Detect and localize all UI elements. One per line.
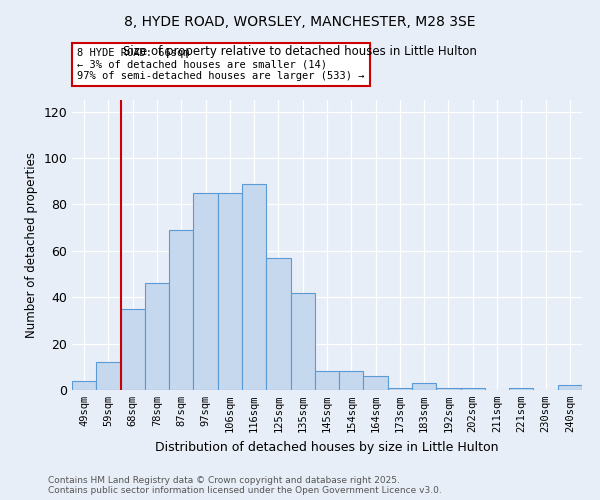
Bar xyxy=(169,230,193,390)
Bar xyxy=(242,184,266,390)
Bar xyxy=(339,372,364,390)
Bar xyxy=(509,388,533,390)
Bar xyxy=(96,362,121,390)
Bar xyxy=(121,309,145,390)
Bar xyxy=(218,193,242,390)
Y-axis label: Number of detached properties: Number of detached properties xyxy=(25,152,38,338)
Bar xyxy=(436,388,461,390)
Bar xyxy=(364,376,388,390)
Bar xyxy=(412,383,436,390)
Bar xyxy=(72,380,96,390)
Text: 8, HYDE ROAD, WORSLEY, MANCHESTER, M28 3SE: 8, HYDE ROAD, WORSLEY, MANCHESTER, M28 3… xyxy=(124,15,476,29)
Bar xyxy=(558,386,582,390)
Bar xyxy=(145,284,169,390)
Bar xyxy=(461,388,485,390)
Bar xyxy=(315,372,339,390)
Bar xyxy=(290,292,315,390)
Text: 8 HYDE ROAD: 66sqm
← 3% of detached houses are smaller (14)
97% of semi-detached: 8 HYDE ROAD: 66sqm ← 3% of detached hous… xyxy=(77,48,365,81)
Bar xyxy=(388,388,412,390)
Bar xyxy=(266,258,290,390)
X-axis label: Distribution of detached houses by size in Little Hulton: Distribution of detached houses by size … xyxy=(155,440,499,454)
Text: Size of property relative to detached houses in Little Hulton: Size of property relative to detached ho… xyxy=(123,45,477,58)
Text: Contains HM Land Registry data © Crown copyright and database right 2025.
Contai: Contains HM Land Registry data © Crown c… xyxy=(48,476,442,495)
Bar xyxy=(193,193,218,390)
